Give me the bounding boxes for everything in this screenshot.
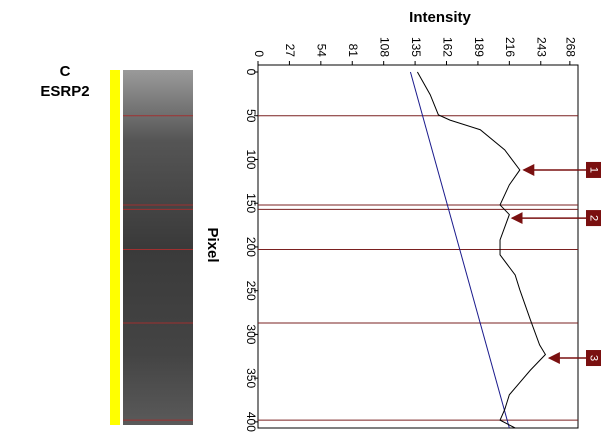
pixel-tick-label: 350	[244, 368, 258, 388]
pixel-tick-label: 250	[244, 281, 258, 301]
intensity-tick-label: 108	[378, 37, 392, 57]
intensity-tick-label: 81	[346, 44, 360, 58]
pixel-axis-label: Pixel	[204, 227, 221, 262]
pixel-tick-label: 200	[244, 237, 258, 257]
gel-lane	[123, 70, 193, 425]
peak-label: 2	[588, 215, 600, 221]
pixel-tick-label: 300	[244, 324, 258, 344]
pixel-tick-label: 0	[244, 69, 258, 76]
intensity-tick-label: 243	[535, 37, 549, 57]
intensity-tick-label: 0	[252, 50, 266, 57]
pixel-tick-label: 50	[244, 109, 258, 123]
pixel-tick-label: 400	[244, 412, 258, 432]
yellow-bar	[110, 70, 120, 425]
intensity-tick-label: 189	[472, 37, 486, 57]
intensity-tick-label: 162	[440, 37, 454, 57]
peak-label: 3	[588, 355, 600, 361]
intensity-tick-label: 54	[315, 44, 329, 58]
plot-frame	[258, 65, 578, 428]
intensity-tick-label: 27	[283, 44, 297, 58]
panel-label: C	[60, 63, 71, 80]
gene-label: ESRP2	[40, 83, 89, 100]
intensity-tick-label: 135	[409, 37, 423, 57]
intensity-tick-label: 268	[564, 37, 578, 57]
pixel-tick-label: 150	[244, 193, 258, 213]
intensity-tick-label: 216	[503, 37, 517, 57]
figure: C ESRP2 Intensity Pixel 0 27 54 81 108 135 162…	[0, 0, 605, 442]
peak-label: 1	[588, 167, 600, 173]
pixel-tick-label: 100	[244, 149, 258, 169]
intensity-axis-label: Intensity	[409, 9, 471, 26]
